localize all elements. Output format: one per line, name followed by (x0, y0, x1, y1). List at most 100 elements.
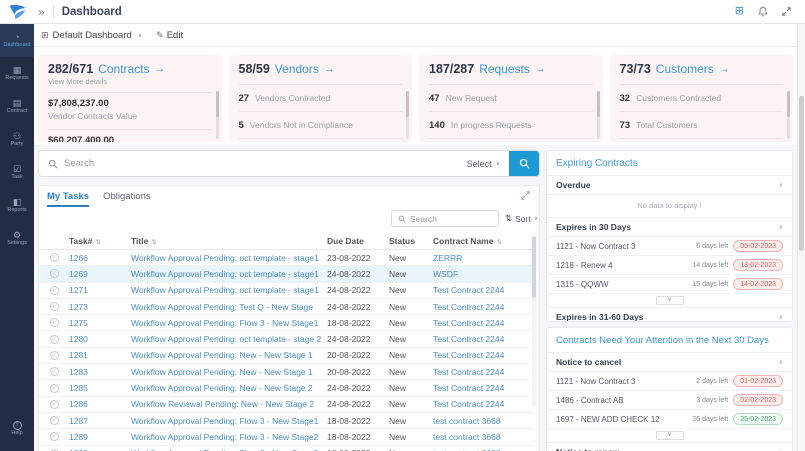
task-number-link[interactable]: 1271 (69, 285, 88, 296)
table-row[interactable]: ✓ 1275 Workflow Approval Pending: Flow 3… (39, 315, 533, 332)
apps-grid-icon[interactable]: ⊞ (734, 5, 744, 17)
contract-name-link[interactable]: Test Contract 2244 (433, 334, 505, 345)
sidebar-item-party[interactable]: ⚇ Party (10, 130, 24, 147)
card-scrollbar[interactable] (787, 91, 790, 139)
attention-title[interactable]: Contracts Need Your Attention in the Nex… (556, 335, 769, 346)
task-number-link[interactable]: 1280 (69, 334, 88, 345)
table-row[interactable]: ✓ 1266 Workflow Approval Pending: oct te… (39, 250, 533, 267)
arrow-right-icon[interactable]: → (534, 63, 546, 75)
task-title-link[interactable]: Workflow Approval Pending: oct template … (131, 334, 322, 345)
table-row[interactable]: ✓ 1286 Workflow Reviewal Pending: New - … (39, 397, 533, 413)
task-complete-icon[interactable]: ✓ (49, 367, 59, 377)
task-number-link[interactable]: 1283 (69, 366, 88, 377)
contract-name-link[interactable]: Test Contract 2244 (433, 383, 505, 394)
task-number-link[interactable]: 1289 (69, 431, 88, 442)
column-task-number[interactable]: Task# ⇅ (69, 236, 101, 246)
card-scrollbar[interactable] (215, 91, 219, 139)
search-scope-select[interactable]: Select ∨ (466, 158, 500, 169)
contract-name-link[interactable]: Test Contract 2244 (433, 285, 505, 296)
sidebar-item-requests[interactable]: ▦ Requests (5, 64, 29, 81)
chevron-down-icon[interactable]: ∨ (137, 32, 143, 39)
column-contract-name[interactable]: Contract Name ⇅ (433, 236, 502, 246)
tab-obligations[interactable]: Obligations (103, 191, 151, 202)
table-row[interactable]: ✓ 1273 Workflow Approval Pending: Test Q… (39, 299, 533, 316)
search-button[interactable] (509, 151, 539, 176)
chevron-up-icon[interactable]: ∧ (778, 182, 783, 189)
task-complete-icon[interactable]: ✓ (49, 416, 59, 426)
sort-control[interactable]: ⇅ Sort ∨ (505, 213, 539, 224)
table-row[interactable]: ✓ 1283 Workflow Approval Pending: New - … (39, 364, 533, 381)
table-scrollbar[interactable] (532, 236, 536, 406)
task-title-link[interactable]: Workflow Approval Pending: Flow 3 - New … (131, 415, 319, 426)
task-number-link[interactable]: 1273 (69, 301, 88, 312)
requests-link[interactable]: Requests (479, 62, 530, 76)
show-more-button[interactable]: ∨ (655, 431, 684, 440)
sidebar-item-dashboard[interactable]: ◔ Dashboard (0, 24, 34, 57)
contract-name-link[interactable]: Test Contract 2244 (433, 366, 505, 377)
sidebar-item-contract[interactable]: ▤ Contract (6, 97, 28, 114)
task-number-link[interactable]: 1281 (69, 350, 88, 361)
contract-name-link[interactable]: WSDF (433, 268, 459, 279)
table-row[interactable]: ✓ 1285 Workflow Approval Pending: New - … (39, 380, 533, 397)
task-complete-icon[interactable]: ✓ (49, 285, 59, 295)
contract-name-link[interactable]: ZERRR (433, 252, 463, 263)
task-complete-icon[interactable]: ✓ (49, 302, 59, 312)
task-complete-icon[interactable]: ✓ (49, 253, 59, 263)
dashboard-selector[interactable]: Default Dashboard (52, 29, 132, 41)
chevron-up-icon[interactable]: ∧ (778, 359, 783, 366)
contract-name-link[interactable]: Test Contract 2244 (433, 317, 505, 328)
fullscreen-icon[interactable] (782, 7, 791, 16)
task-title-link[interactable]: Workflow Approval Pending: Test Q - New … (131, 301, 314, 312)
tab-my-tasks[interactable]: My Tasks (47, 191, 90, 207)
task-complete-icon[interactable]: ✓ (49, 269, 59, 279)
card-scrollbar[interactable] (406, 91, 409, 139)
chevron-up-icon[interactable]: ∧ (778, 224, 783, 231)
sidebar-collapse-icon[interactable]: » (38, 4, 45, 19)
task-title-link[interactable]: Workflow Approval Pending: New - New Sta… (131, 350, 313, 361)
column-title[interactable]: Title ⇅ (131, 236, 157, 246)
panel-expand-icon[interactable] (521, 191, 530, 200)
sidebar-item-task[interactable]: ☑ Task (11, 163, 23, 180)
app-logo[interactable] (0, 0, 34, 24)
task-title-link[interactable]: Workflow Approval Pending: Flow 3 - New … (131, 431, 319, 442)
section-notice-to-renew[interactable]: Notice to renew ∧ (547, 442, 792, 451)
chevron-up-icon[interactable]: ∧ (778, 314, 783, 321)
arrow-right-icon[interactable]: → (323, 63, 335, 75)
task-complete-icon[interactable]: ✓ (49, 334, 59, 344)
task-number-link[interactable]: 1275 (69, 317, 88, 328)
task-title-link[interactable]: Workflow Approval Pending: New - New Sta… (131, 383, 313, 394)
table-row[interactable]: ✓ 1271 Workflow Approval Pending: oct te… (39, 283, 533, 299)
task-number-link[interactable]: 1269 (69, 268, 88, 279)
task-number-link[interactable]: 1266 (69, 252, 88, 263)
search-input[interactable] (64, 158, 467, 169)
attention-contract-item[interactable]: 1697 - NEW ADD CHECK 12 26 days left 25-… (547, 410, 792, 429)
page-scrollbar[interactable] (797, 24, 805, 451)
task-complete-icon[interactable]: ✓ (49, 432, 59, 442)
contracts-link[interactable]: Contracts (98, 62, 150, 76)
task-number-link[interactable]: 1286 (69, 399, 88, 410)
customers-link[interactable]: Customers (655, 62, 714, 76)
section-expires-31-60[interactable]: Expires in 31-60 Days ∧ (547, 307, 792, 321)
task-title-link[interactable]: Workflow Approval Pending: oct template … (131, 268, 319, 279)
expiring-contracts-title[interactable]: Expiring Contracts (556, 158, 638, 169)
arrow-right-icon[interactable]: → (154, 63, 166, 75)
card-scrollbar[interactable] (596, 91, 600, 139)
table-row[interactable]: ✓ 1287 Workflow Approval Pending: Flow 3… (39, 413, 533, 430)
sidebar-item-help[interactable]: ? Help (11, 420, 23, 436)
table-row[interactable]: ✓ 1280 Workflow Approval Pending: oct te… (39, 331, 533, 348)
task-title-link[interactable]: Workflow Approval Pending: oct template … (131, 285, 319, 296)
task-number-link[interactable]: 1287 (69, 415, 88, 426)
table-row[interactable]: ✓ 1281 Workflow Approval Pending: New - … (39, 348, 533, 365)
sidebar-item-settings[interactable]: ⚙ Settings (7, 229, 27, 246)
contract-name-link[interactable]: Test Contract 2244 (433, 301, 505, 312)
table-row[interactable]: ✓ 1269 Workflow Approval Pending: oct te… (39, 266, 533, 283)
expiring-contract-item[interactable]: 1218 - Renew 4 14 days left 13-02-2023 (547, 256, 792, 275)
arrow-right-icon[interactable]: → (718, 63, 730, 75)
tasks-search-input[interactable] (410, 213, 498, 224)
expiring-contract-item[interactable]: 1315 - QQWW 15 days left 14-02-2023 (547, 275, 792, 294)
chevron-up-icon[interactable]: ∧ (779, 449, 783, 451)
section-notice-to-cancel[interactable]: Notice to cancel ∧ (547, 352, 792, 372)
edit-dashboard-button[interactable]: ✎ Edit (156, 29, 184, 41)
show-more-button[interactable]: ∨ (655, 296, 684, 305)
sidebar-item-reports[interactable]: ◧ Reports (7, 196, 27, 213)
